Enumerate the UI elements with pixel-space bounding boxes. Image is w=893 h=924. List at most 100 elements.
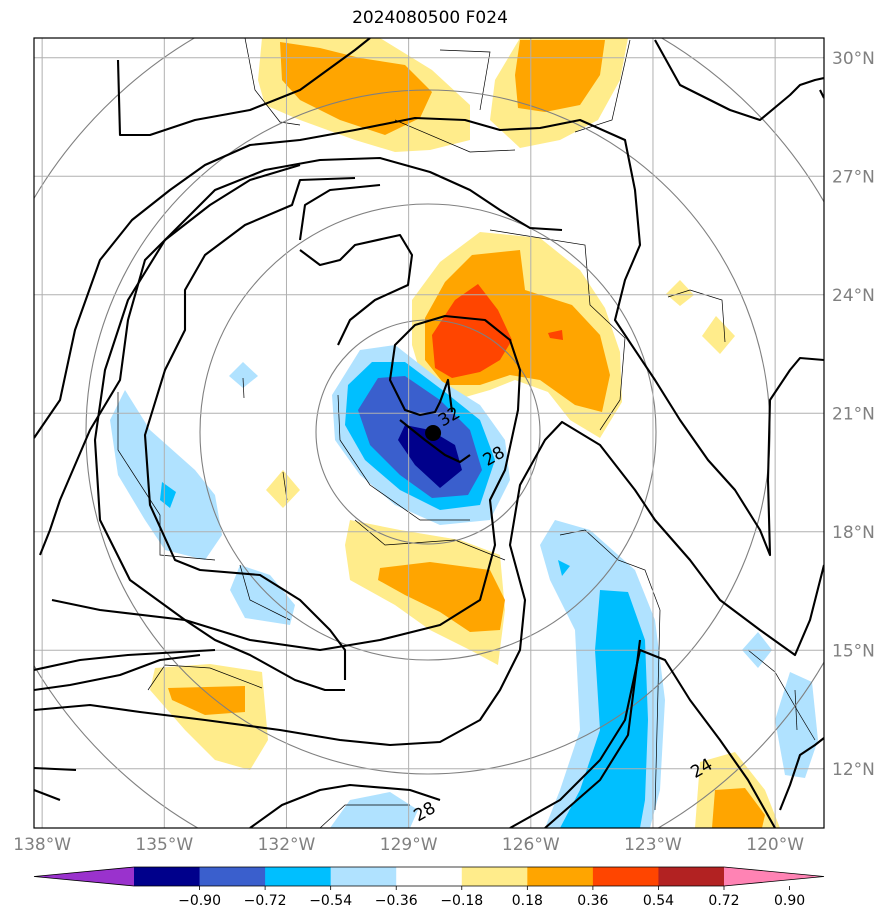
longitude-tick-label: 126°W [502, 835, 560, 855]
colorbar-extension-high [724, 867, 824, 886]
colorbar-segment [527, 867, 594, 886]
map-frame [33, 37, 825, 829]
shaded-field [110, 38, 818, 828]
thick-contour [654, 39, 824, 122]
thick-contour [544, 639, 642, 828]
contour-label: 28 [411, 798, 440, 826]
colorbar-segment [461, 867, 528, 886]
thin-contour [337, 394, 470, 521]
positive-anomaly-region [548, 330, 563, 340]
thin-contour [242, 377, 245, 399]
colorbar-segment [199, 867, 266, 886]
colorbar: −0.90 −0.72 −0.54 −0.36 −0.18 0.18 0.36 0.54 0.7… [33, 866, 825, 909]
thin-contour [394, 119, 516, 153]
latitude-labels: 30°N 27°N 24°N 21°N 18°N 15°N 12°N [832, 49, 875, 780]
radius-ring [315, 319, 541, 545]
thick-contour [779, 737, 824, 811]
colorbar-tick-label: 0.54 [643, 893, 674, 909]
longitude-tick-label: 138°W [13, 835, 71, 855]
positive-anomaly-region [432, 284, 512, 378]
longitude-tick-label: 120°W [746, 835, 804, 855]
thin-contour [239, 564, 291, 621]
thick-contour [34, 420, 824, 747]
positive-anomaly-region [150, 664, 268, 770]
thick-contour [249, 783, 441, 828]
graticule [34, 38, 824, 828]
colorbar-tick-label: −0.72 [244, 893, 287, 909]
colorbar-tick-label: −0.54 [309, 893, 352, 909]
thin-contour [489, 229, 626, 431]
longitude-tick-label: 129°W [380, 835, 438, 855]
positive-anomaly-region [702, 316, 735, 354]
thick-contour [509, 648, 776, 828]
thin-contour [147, 664, 263, 691]
thick-contours [34, 38, 824, 828]
colorbar-segment [396, 867, 463, 886]
colorbar-tick-label: 0.72 [708, 893, 739, 909]
storm-center-marker[interactable] [425, 425, 442, 441]
thick-contour [399, 419, 471, 464]
colorbar-outline [33, 866, 825, 887]
colorbar-extension-low [34, 867, 134, 886]
negative-anomaly-region [230, 565, 295, 625]
thick-contour [34, 789, 61, 801]
thick-contour [143, 176, 356, 680]
thick-contour [34, 766, 77, 772]
colorbar-segment [658, 867, 725, 886]
thin-contours [117, 38, 816, 828]
negative-anomaly-region [330, 792, 418, 828]
latitude-tick-label: 15°N [832, 641, 875, 661]
latitude-tick-label: 24°N [832, 286, 875, 306]
colorbar-segment [330, 867, 397, 886]
thick-contour [819, 89, 824, 99]
positive-anomaly-region [378, 562, 505, 632]
colorbar-tick-label: 0.90 [774, 893, 805, 909]
thin-contour [319, 804, 410, 828]
longitude-tick-label: 123°W [624, 835, 682, 855]
map-title: 2024080500 F024 [352, 8, 508, 28]
thin-contour [559, 529, 661, 811]
latitude-tick-label: 21°N [832, 404, 875, 424]
thick-contour [51, 314, 522, 652]
negative-anomaly-region [398, 425, 462, 488]
longitude-tick-label: 135°W [135, 835, 193, 855]
thick-contour [39, 156, 563, 556]
negative-anomaly-region [110, 390, 222, 560]
colorbar-tick-label: −0.36 [375, 893, 418, 909]
colorbar-tick-label: 0.18 [512, 893, 543, 909]
colorbar-segment [592, 867, 659, 886]
latitude-tick-label: 27°N [832, 167, 875, 187]
thin-contour [244, 38, 301, 126]
thin-contour [747, 649, 816, 741]
thick-contour [93, 163, 345, 692]
thick-contour [34, 653, 201, 692]
thin-contour [354, 519, 506, 561]
latitude-tick-label: 18°N [832, 523, 875, 543]
thick-contour [34, 648, 216, 672]
longitude-labels: 138°W 135°W 132°W 129°W 126°W 123°W 120°W [13, 835, 804, 855]
colorbar-tick-label: −0.18 [440, 893, 483, 909]
colorbar-segment [265, 867, 332, 886]
thin-contour [439, 49, 491, 111]
thick-contour [34, 116, 824, 557]
longitude-tick-label: 132°W [258, 835, 316, 855]
positive-anomaly-region [712, 788, 765, 828]
negative-anomaly-region [229, 362, 258, 388]
thick-contour [298, 183, 381, 241]
latitude-tick-label: 12°N [832, 760, 875, 780]
thin-contour [117, 392, 216, 561]
colorbar-tick-label: −0.90 [178, 893, 221, 909]
positive-anomaly-region [280, 42, 432, 135]
positive-anomaly-region [266, 470, 300, 508]
negative-anomaly-region [558, 560, 570, 576]
thin-contour [574, 39, 631, 133]
thick-contour [116, 38, 371, 137]
thin-contour [794, 689, 798, 731]
radius-ring [199, 203, 657, 661]
latitude-tick-label: 30°N [832, 49, 875, 69]
colorbar-segment [134, 867, 201, 886]
thick-contour [299, 233, 414, 346]
colorbar-tick-label: 0.36 [577, 893, 608, 909]
